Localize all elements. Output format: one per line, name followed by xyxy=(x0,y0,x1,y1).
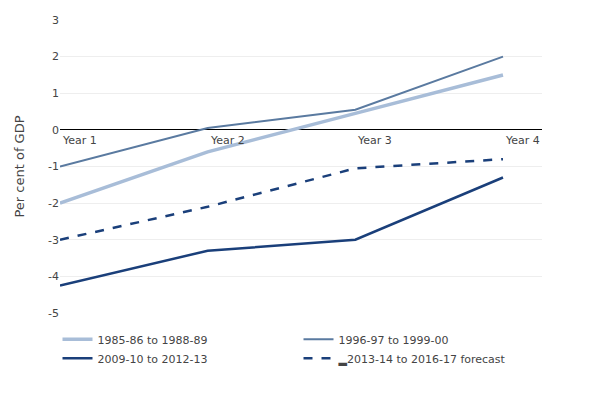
svg-text:-2: -2 xyxy=(48,197,59,210)
svg-text:1996-97 to 1999-00: 1996-97 to 1999-00 xyxy=(339,334,449,347)
svg-text:3: 3 xyxy=(52,14,59,27)
svg-text:Year 1: Year 1 xyxy=(62,134,97,147)
svg-text:Year 2: Year 2 xyxy=(210,134,245,147)
svg-text:2: 2 xyxy=(52,50,59,63)
svg-text:-3: -3 xyxy=(48,234,59,247)
svg-text:-1: -1 xyxy=(48,160,59,173)
svg-text:▂2013-14 to 2016-17 forecast: ▂2013-14 to 2016-17 forecast xyxy=(338,353,506,366)
svg-text:Year 3: Year 3 xyxy=(357,134,392,147)
svg-text:0: 0 xyxy=(52,124,59,137)
svg-text:2009-10 to 2012-13: 2009-10 to 2012-13 xyxy=(98,353,208,366)
svg-text:Per cent of GDP: Per cent of GDP xyxy=(12,115,27,217)
svg-text:-5: -5 xyxy=(48,307,59,320)
svg-text:Year 4: Year 4 xyxy=(505,134,540,147)
svg-text:-4: -4 xyxy=(48,270,59,283)
svg-text:1985-86 to 1988-89: 1985-86 to 1988-89 xyxy=(98,334,208,347)
svg-text:1: 1 xyxy=(52,87,59,100)
